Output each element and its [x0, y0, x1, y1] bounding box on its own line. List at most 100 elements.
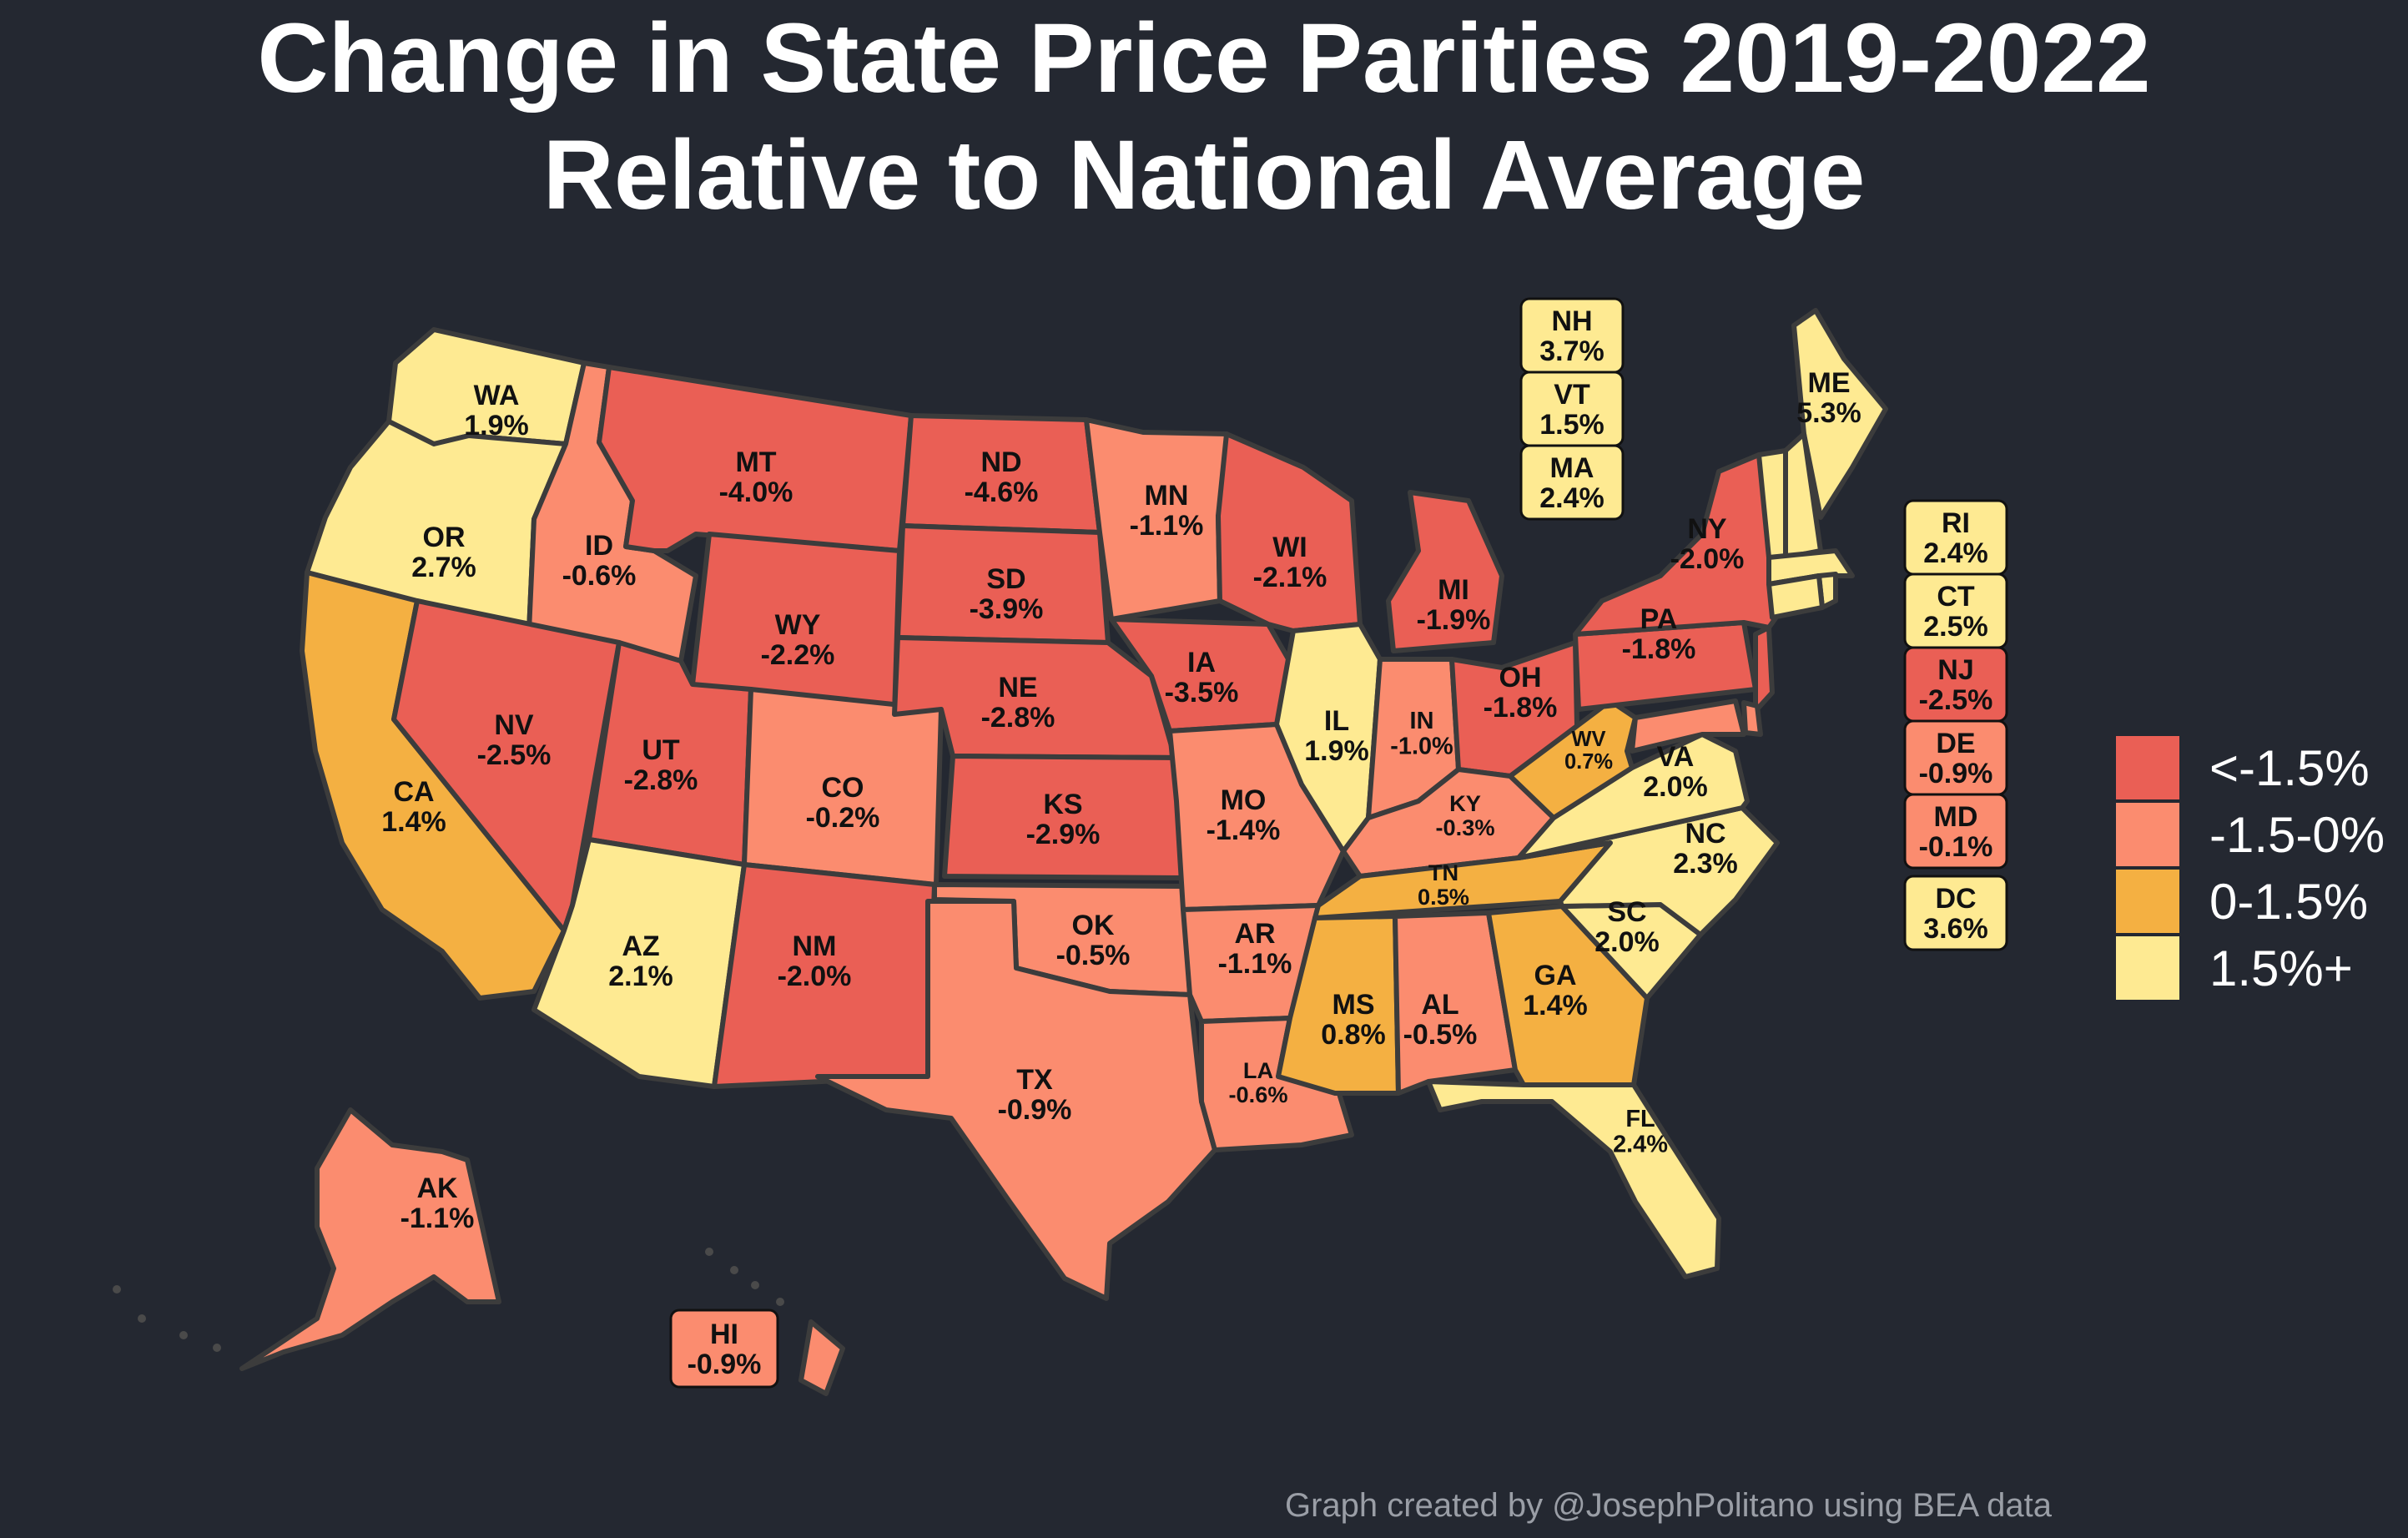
state-label-az: AZ [622, 930, 659, 962]
state-value-wy: -2.2% [761, 639, 835, 671]
state-label-tn: TN [1428, 860, 1458, 885]
callout-abbr: VT [1554, 379, 1590, 411]
state-value-ak: -1.1% [400, 1203, 475, 1234]
state-label-hi: HI [710, 1319, 738, 1350]
callout-value: 2.5% [1923, 611, 1988, 643]
legend-label: 0-1.5% [2209, 873, 2369, 930]
state-va [1516, 732, 1750, 860]
state-ak [239, 1107, 501, 1371]
state-value-id: -0.6% [562, 560, 637, 592]
title-line-2: Relative to National Average [542, 120, 1866, 230]
state-label-in: IN [1410, 708, 1434, 734]
state-nc [1516, 805, 1780, 937]
state-mi [1386, 490, 1504, 653]
legend-label: -1.5-0% [2209, 806, 2385, 863]
state-label-nv: NV [494, 709, 534, 741]
state-value-sc: 2.0% [1594, 926, 1660, 958]
legend-swatch [2116, 870, 2179, 933]
state-label-ks: KS [1043, 789, 1082, 820]
state-label-ca: CA [393, 776, 434, 808]
island-speck [751, 1281, 759, 1289]
state-value-nv: -2.5% [477, 739, 552, 771]
state-label-ne: NE [998, 672, 1037, 703]
state-value-or: 2.7% [411, 552, 476, 583]
callout-abbr: CT [1937, 581, 1975, 613]
state-value-ms: 0.8% [1321, 1019, 1386, 1051]
state-label-nm: NM [793, 930, 837, 962]
state-value-tn: 0.5% [1418, 884, 1469, 910]
legend-swatch [2116, 936, 2179, 1000]
state-label-al: AL [1421, 989, 1458, 1021]
state-value-la: -0.6% [1228, 1082, 1287, 1107]
island-speck [705, 1248, 713, 1256]
state-value-wv: 0.7% [1564, 750, 1613, 774]
state-value-va: 2.0% [1643, 771, 1708, 803]
state-value-in: -1.0% [1390, 734, 1453, 760]
state-label-ut: UT [642, 734, 680, 766]
state-value-tx: -0.9% [998, 1094, 1072, 1126]
state-value-ok: -0.5% [1056, 940, 1131, 971]
state-callout-de: DE-0.9% [1903, 719, 2008, 796]
state-value-fl: 2.4% [1613, 1132, 1668, 1158]
state-label-or: OR [423, 522, 466, 553]
state-label-sc: SC [1607, 896, 1646, 928]
callout-box [1903, 793, 2008, 870]
state-callout-vt: VT1.5% [1519, 371, 1625, 447]
state-label-mi: MI [1438, 574, 1469, 606]
state-callout-ri: RI2.4% [1903, 499, 2008, 576]
legend-item: 1.5%+ [2116, 935, 2385, 1001]
state-label-ms: MS [1332, 989, 1375, 1021]
state-value-ky: -0.3% [1435, 814, 1494, 840]
state-label-wy: WY [775, 609, 821, 641]
state-value-oh: -1.8% [1484, 692, 1558, 724]
state-label-fl: FL [1625, 1106, 1655, 1132]
state-callout-nh: NH3.7% [1519, 297, 1625, 374]
state-value-sd: -3.9% [970, 593, 1044, 625]
state-value-ny: -2.0% [1670, 543, 1745, 575]
state-value-ar: -1.1% [1218, 948, 1292, 980]
state-label-il: IL [1324, 705, 1349, 737]
state-value-wi: -2.1% [1253, 562, 1327, 593]
state-al [1393, 910, 1518, 1096]
state-ct [1766, 573, 1825, 620]
state-value-az: 2.1% [608, 961, 673, 992]
legend-swatch [2116, 803, 2179, 866]
state-label-nd: ND [980, 446, 1021, 478]
state-callout-ma: MA2.4% [1519, 444, 1625, 521]
state-value-wa: 1.9% [464, 410, 529, 441]
callout-value: 3.7% [1539, 335, 1604, 367]
state-label-sd: SD [986, 563, 1025, 595]
island-speck [138, 1314, 146, 1323]
state-label-ny: NY [1687, 513, 1727, 545]
state-tx [815, 899, 1217, 1301]
state-value-il: 1.9% [1304, 735, 1369, 767]
callout-abbr: NH [1551, 305, 1592, 337]
state-value-nc: 2.3% [1673, 848, 1738, 880]
state-label-mn: MN [1145, 480, 1189, 512]
state-label-nc: NC [1685, 818, 1725, 850]
state-callout-ct: CT2.5% [1903, 572, 2008, 649]
callout-abbr: DE [1936, 728, 1975, 759]
state-label-mo: MO [1221, 784, 1267, 816]
state-callout-md: MD-0.1% [1903, 793, 2008, 870]
state-label-pa: PA [1640, 603, 1678, 635]
island-speck [113, 1285, 121, 1293]
state-label-ok: OK [1072, 910, 1115, 941]
state-md [1630, 698, 1746, 754]
island-speck [179, 1331, 188, 1339]
state-label-wv: WV [1571, 728, 1605, 751]
state-value-co: -0.2% [806, 802, 880, 834]
state-fl [1426, 1079, 1721, 1279]
state-label-la: LA [1243, 1057, 1273, 1083]
state-hi [798, 1319, 845, 1396]
legend-label: 1.5%+ [2209, 940, 2353, 996]
callout-value: 2.4% [1923, 537, 1988, 569]
state-value-ga: 1.4% [1523, 990, 1588, 1021]
callout-box [1519, 444, 1625, 521]
callout-box [669, 1309, 779, 1389]
state-value-ne: -2.8% [981, 702, 1055, 734]
callout-box [1903, 875, 2008, 951]
callout-abbr: RI [1942, 507, 1970, 539]
state-wv [1508, 698, 1638, 820]
